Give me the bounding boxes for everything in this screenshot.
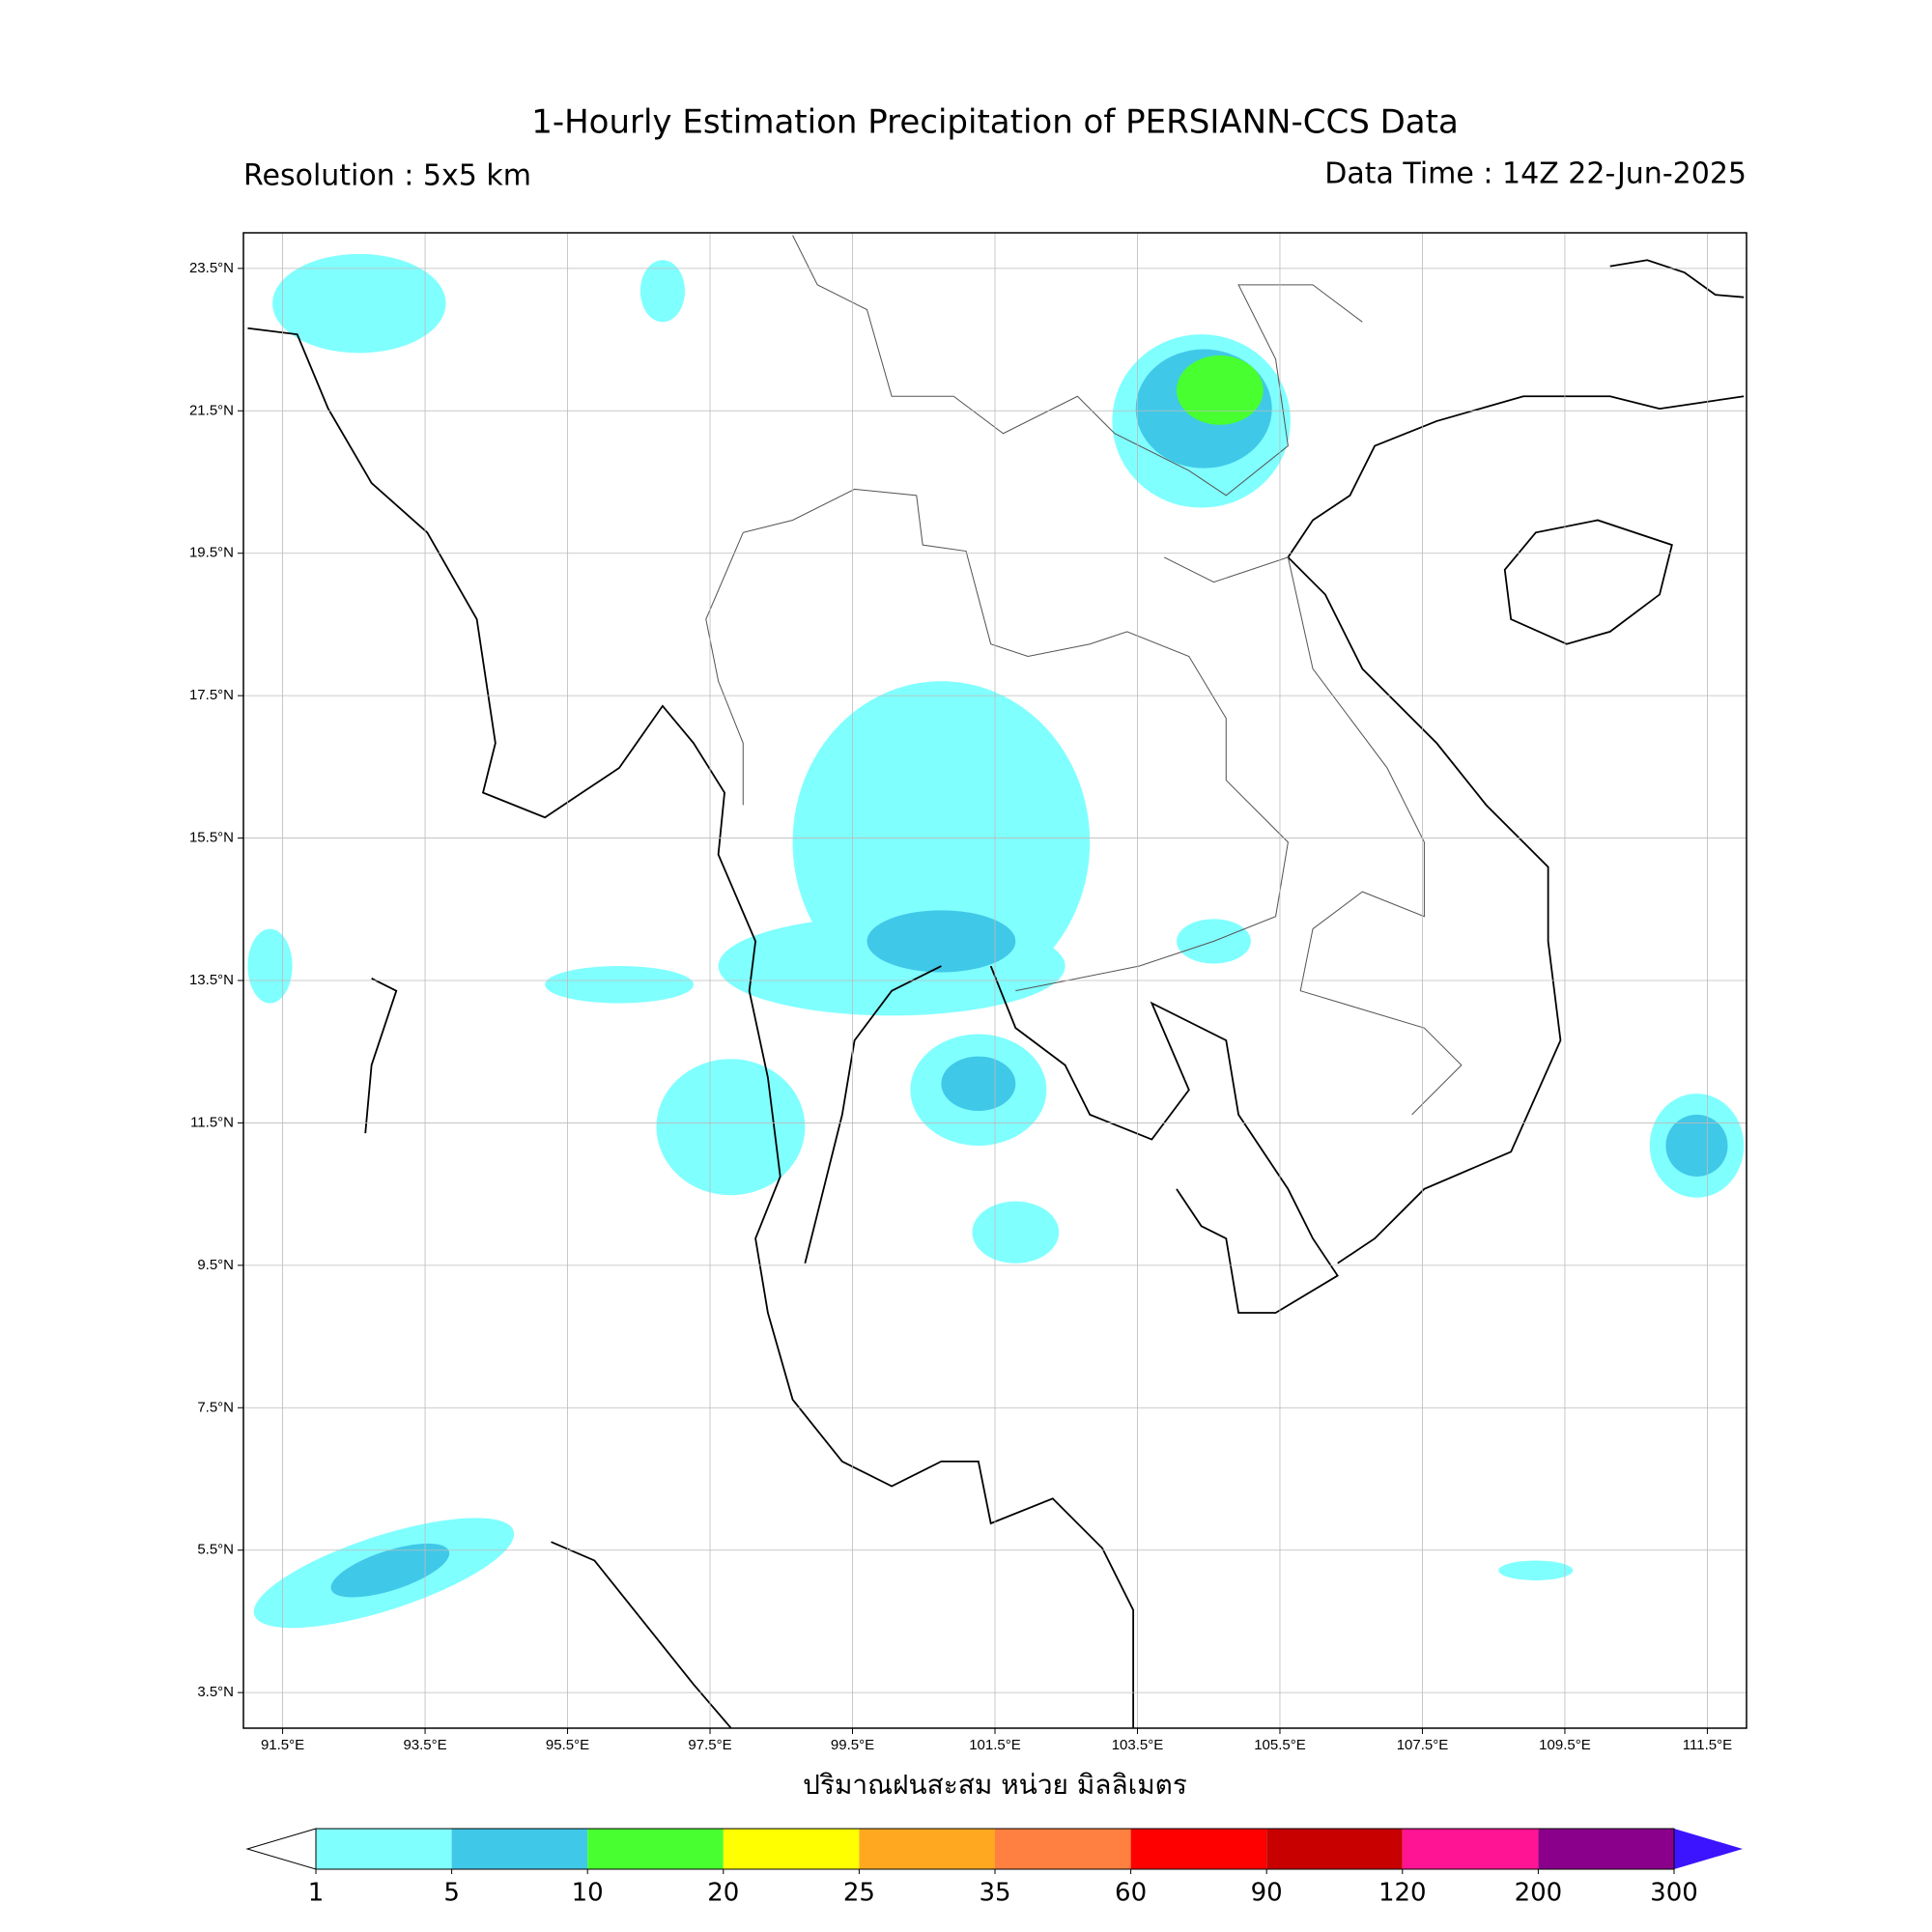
colorbar-label: 5 <box>443 1879 460 1908</box>
coastlines <box>247 259 1745 1728</box>
borders <box>705 235 1463 1116</box>
y-tick-label: 11.5°N <box>190 1114 234 1130</box>
colorbar-label: 10 <box>572 1879 604 1908</box>
title: 1-Hourly Estimation Precipitation of PER… <box>531 103 1459 142</box>
colorbar-label: 1 <box>308 1879 325 1908</box>
y-tick-label: 17.5°N <box>189 687 234 703</box>
colorbar-label: 90 <box>1251 1879 1283 1908</box>
y-tick-label: 7.5°N <box>197 1399 234 1415</box>
colorbar-segment <box>1538 1829 1674 1869</box>
colorbar-over <box>1674 1829 1743 1869</box>
x-tick-label: 93.5°E <box>403 1737 446 1753</box>
colorbar-segment <box>1402 1829 1539 1869</box>
colorbar-segment <box>587 1829 724 1869</box>
colorbar-label: 60 <box>1115 1879 1147 1908</box>
colorbar-label: 35 <box>979 1879 1010 1908</box>
x-tick-label: 107.5°E <box>1397 1737 1449 1753</box>
y-tick-label: 5.5°N <box>197 1542 234 1558</box>
y-tick-label: 3.5°N <box>197 1684 234 1700</box>
x-tick-label: 101.5°E <box>969 1737 1021 1753</box>
x-tick-label: 105.5°E <box>1254 1737 1306 1753</box>
rain-areas <box>247 253 1745 1629</box>
x-tick-label: 91.5°E <box>261 1737 304 1753</box>
colorbar-segment <box>1266 1829 1403 1869</box>
colorbar-segment <box>451 1829 588 1869</box>
colorbar-label: 25 <box>843 1879 875 1908</box>
colorbar-label: 200 <box>1515 1879 1563 1908</box>
y-tick-label: 15.5°N <box>189 830 234 846</box>
y-tick-label: 23.5°N <box>189 260 234 276</box>
colorbar-segment <box>723 1829 860 1869</box>
x-tick-label: 95.5°E <box>546 1737 589 1753</box>
map-area <box>243 233 1747 1728</box>
colorbar-label: 120 <box>1378 1879 1427 1908</box>
colorbar-segment <box>1130 1829 1267 1869</box>
resolution: Resolution : 5x5 km <box>243 159 531 193</box>
y-tick-label: 21.5°N <box>189 402 234 418</box>
colorbar-label: 300 <box>1650 1879 1698 1908</box>
x-tick-label: 111.5°E <box>1683 1737 1732 1753</box>
x-tick-label: 109.5°E <box>1539 1737 1591 1753</box>
x-tick-label: 99.5°E <box>831 1737 874 1753</box>
colorbar-segment <box>316 1829 452 1869</box>
map-layers <box>247 235 1745 1728</box>
data-time: Data Time : 14Z 22-Jun-2025 <box>1324 157 1747 191</box>
y-tick-label: 19.5°N <box>189 545 234 561</box>
colorbar-segment <box>995 1829 1131 1869</box>
x-tick-label: 103.5°E <box>1112 1737 1164 1753</box>
colorbar-segment <box>859 1829 995 1869</box>
x-axis-label: ปริมาณฝนสะสม หน่วย มิลลิเมตร <box>803 1769 1187 1801</box>
y-tick-label: 13.5°N <box>189 972 234 988</box>
colorbar-label: 20 <box>707 1879 739 1908</box>
colorbar-under <box>245 1828 317 1870</box>
y-tick-label: 9.5°N <box>197 1257 234 1273</box>
x-tick-label: 97.5°E <box>688 1737 731 1753</box>
